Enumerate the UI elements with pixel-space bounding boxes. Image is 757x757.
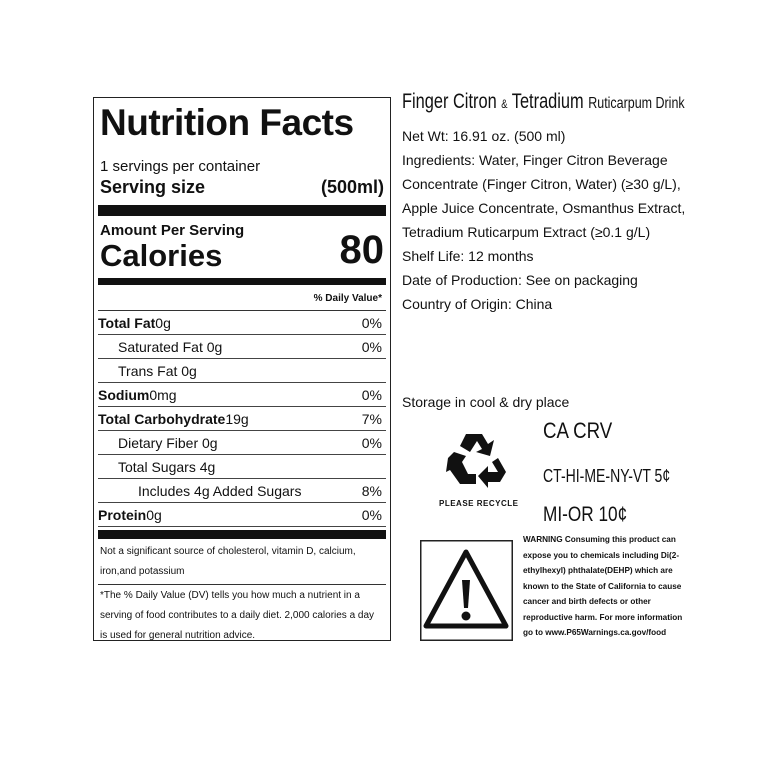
nutrient-name: Total Fat: [98, 314, 156, 331]
nutrient-label: Saturated Fat 0g: [98, 339, 222, 355]
nutrient-label: Trans Fat 0g: [98, 363, 197, 379]
nutrient-daily-value: 0%: [361, 506, 382, 523]
nutrient-label: Sodium0mg: [98, 387, 177, 403]
recycle-icon: [446, 434, 506, 488]
daily-value-footnote: *The % Daily Value (DV) tells you how mu…: [100, 590, 375, 641]
nutrient-daily-value: 0%: [361, 338, 382, 355]
nutrition-facts-panel: Nutrition Facts 1 servings per container…: [93, 97, 391, 641]
amount-per-serving: Amount Per Serving: [100, 222, 245, 239]
nutrient-name: Trans Fat 0g: [118, 362, 197, 379]
nutrient-daily-value: 0%: [361, 434, 382, 451]
product-name-part: Finger Citron: [402, 90, 497, 113]
thick-divider: [98, 205, 386, 216]
nutrient-row: Total Sugars 4g: [98, 455, 386, 479]
product-info-line: Tetradium Ruticarpum Extract (≥0.1 g/L): [402, 224, 651, 240]
thick-divider: [98, 530, 386, 539]
calories-label: Calories: [100, 238, 223, 273]
storage-instructions: Storage in cool & dry place: [402, 394, 570, 410]
product-name: Finger Citron & Tetradium Ruticarpum Dri…: [402, 90, 685, 114]
nutrient-name: Protein: [98, 506, 147, 523]
warning-triangle-icon: [420, 540, 513, 641]
please-recycle-label: PLEASE RECYCLE: [439, 499, 519, 508]
nutrient-name: Sodium: [98, 386, 150, 403]
servings-per-container: 1 servings per container: [100, 158, 261, 175]
daily-value-header: % Daily Value*: [313, 293, 382, 304]
nutrient-daily-value: 0%: [361, 386, 382, 403]
product-name-part: Tetradium: [511, 90, 584, 113]
prop65-warning-line: reproductive harm. For more information: [523, 612, 683, 622]
nutrient-daily-value: 0%: [361, 314, 382, 331]
deposit-10-cents: MI-OR 10¢: [543, 503, 628, 526]
nutrient-row: Total Fat0g 0%: [98, 311, 386, 335]
nutrient-label: Total Carbohydrate19g: [98, 411, 249, 427]
product-info-line: Apple Juice Concentrate, Osmanthus Extra…: [402, 200, 686, 216]
serving-size: Serving size (500ml): [100, 177, 384, 198]
product-info-line: Shelf Life: 12 months: [402, 248, 534, 264]
nutrient-row: Dietary Fiber 0g 0%: [98, 431, 386, 455]
nutrient-amount: 19g: [225, 410, 249, 427]
prop65-warning-line: expose you to chemicals including Di(2-: [523, 550, 680, 560]
product-name-part: Ruticarpum Drink: [588, 95, 685, 112]
nutrient-row: Trans Fat 0g: [98, 359, 386, 383]
prop65-warning-line: known to the State of California to caus…: [523, 581, 682, 591]
nutrient-name: Dietary Fiber 0g: [118, 434, 218, 451]
nutrient-label: Includes 4g Added Sugars: [98, 483, 301, 499]
nutrient-name: Total Sugars 4g: [118, 458, 216, 475]
nutrient-name: Total Carbohydrate: [98, 410, 226, 427]
nutrient-note: Not a significant source of cholesterol,…: [100, 546, 356, 577]
nutrient-amount: 0g: [146, 506, 162, 523]
nutrient-row: Saturated Fat 0g 0%: [98, 335, 386, 359]
nutrient-daily-value: 7%: [361, 410, 382, 427]
medium-divider: [98, 278, 386, 285]
prop65-warning-line: WARNING Consuming this product can: [523, 535, 676, 544]
nutrient-row: Sodium0mg 0%: [98, 383, 386, 407]
nutrient-label: Dietary Fiber 0g: [98, 435, 218, 451]
ca-crv: CA CRV: [543, 418, 613, 443]
product-info-line: Ingredients: Water, Finger Citron Bevera…: [402, 152, 668, 168]
prop65-warning-line: cancer and birth defects or other: [523, 597, 651, 606]
nutrient-row: Includes 4g Added Sugars 8%: [98, 479, 386, 503]
prop65-warning-line: go to www.P65Warnings.ca.gov/food: [523, 628, 667, 637]
nutrient-row: Total Carbohydrate19g 7%: [98, 407, 386, 431]
nutrient-label: Protein0g: [98, 507, 162, 523]
nutrition-facts-title: Nutrition Facts: [100, 102, 354, 143]
divider: [98, 310, 386, 311]
deposit-5-cents: CT-HI-ME-NY-VT 5¢: [543, 466, 671, 486]
nutrient-name: Saturated Fat 0g: [118, 338, 223, 355]
nutrient-amount: 0mg: [149, 386, 177, 403]
product-info-line: Net Wt: 16.91 oz. (500 ml): [402, 128, 566, 144]
calories-value: 80: [339, 228, 385, 272]
nutrient-label: Total Sugars 4g: [98, 459, 215, 475]
divider: [98, 584, 386, 585]
serving-size-label: Serving size: [100, 177, 206, 197]
nutrient-amount: 0g: [155, 314, 171, 331]
nutrient-row: Protein0g 0%: [98, 503, 386, 527]
serving-size-value: (500ml): [320, 177, 384, 197]
nutrient-label: Total Fat0g: [98, 315, 171, 331]
nutrient-daily-value: 8%: [361, 482, 382, 499]
prop65-warning-line: ethylhexyl) phthalate(DEHP) which are: [523, 566, 673, 575]
product-info-line: Country of Origin: China: [402, 296, 553, 312]
product-name-amp: &: [501, 97, 508, 111]
nutrient-name: Includes 4g Added Sugars: [138, 482, 302, 499]
product-info-line: Date of Production: See on packaging: [402, 272, 638, 288]
product-info-line: Concentrate (Finger Citron, Water) (≥30 …: [402, 176, 681, 192]
